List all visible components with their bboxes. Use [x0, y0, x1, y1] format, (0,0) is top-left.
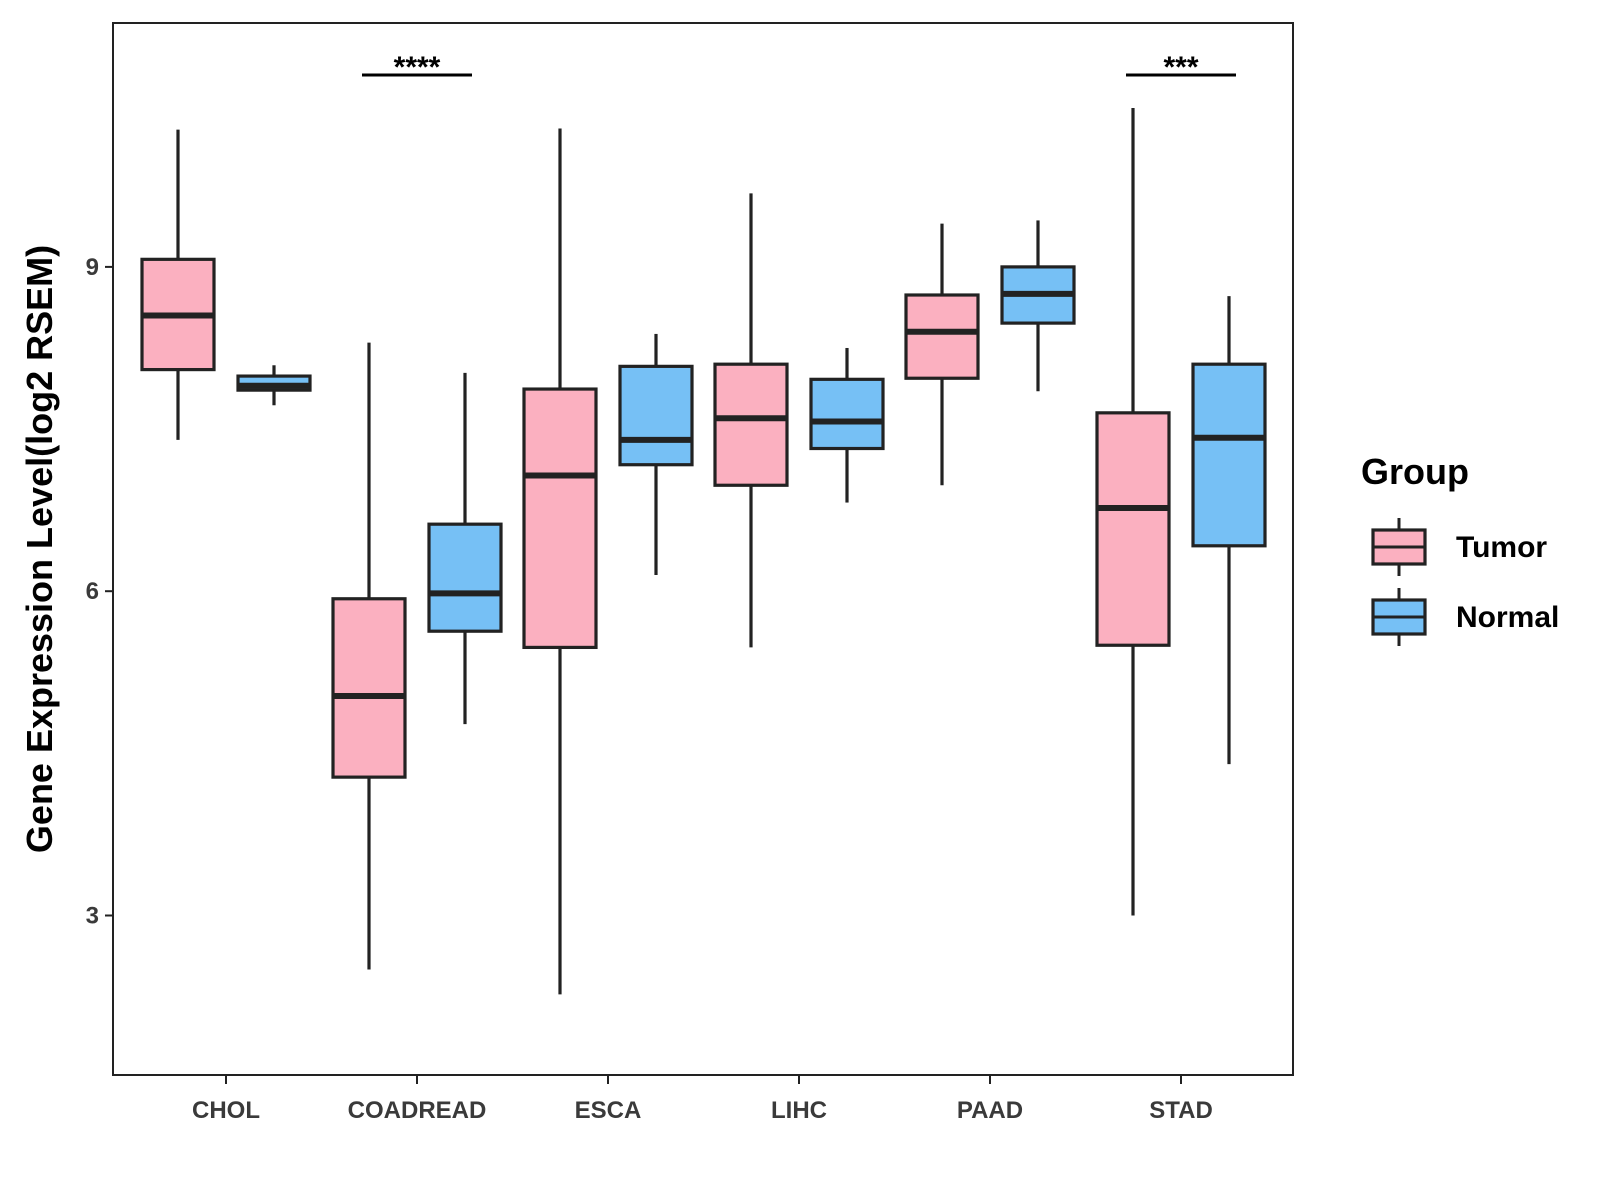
box-normal-paad — [1000, 220, 1076, 392]
box-body — [331, 597, 407, 779]
box-tumor-lihc — [713, 193, 789, 648]
box-body — [904, 293, 980, 380]
box-tumor-paad — [904, 223, 980, 486]
significance-stad: *** — [1126, 51, 1236, 84]
box-body — [713, 362, 789, 487]
box-tumor-esca — [522, 128, 598, 995]
x-tick-label-chol: CHOL — [192, 1097, 260, 1124]
x-tick-label-stad: STAD — [1149, 1097, 1213, 1124]
box-body — [522, 387, 598, 650]
legend-item-normal: Normal — [1371, 588, 1559, 646]
box-body — [809, 377, 885, 451]
box-normal-stad — [1191, 296, 1267, 765]
x-tick-label-lihc: LIHC — [771, 1097, 827, 1124]
y-tick-label: 3 — [86, 903, 99, 930]
legend-items: Tumor Normal — [1371, 518, 1559, 646]
legend-label: Normal — [1456, 601, 1559, 634]
x-tick-label-esca: ESCA — [575, 1097, 642, 1124]
box-body — [1191, 362, 1267, 548]
significance-layer: **** *** — [362, 51, 1236, 84]
y-axis-title: Gene Expression Level(log2 RSEM) — [19, 245, 60, 853]
legend-title: Group — [1361, 451, 1469, 492]
legend-label: Tumor — [1456, 531, 1547, 564]
box-body — [1095, 411, 1171, 647]
y-tick-label: 6 — [86, 578, 99, 605]
box-normal-coadread — [427, 372, 503, 725]
box-tumor-coadread — [331, 342, 407, 970]
significance-coadread: **** — [362, 51, 472, 84]
box-tumor-stad — [1095, 107, 1171, 916]
y-axis: 3 6 9 — [86, 23, 114, 1075]
y-tick-label: 9 — [86, 254, 99, 281]
box-normal-lihc — [809, 347, 885, 503]
box-body — [618, 364, 694, 467]
x-tick-label-coadread: COADREAD — [348, 1097, 487, 1124]
x-axis: CHOL COADREAD ESCA LIHC PAAD STAD — [192, 1075, 1213, 1124]
box-body — [427, 522, 503, 633]
x-tick-label-paad: PAAD — [957, 1097, 1023, 1124]
significance-label: **** — [394, 51, 441, 84]
box-normal-chol — [236, 365, 312, 406]
box-tumor-chol — [140, 129, 216, 440]
legend-item-tumor: Tumor — [1371, 518, 1547, 576]
box-normal-esca — [618, 333, 694, 575]
significance-label: *** — [1163, 51, 1198, 84]
boxes-layer — [140, 107, 1267, 995]
legend: Group Tumor Normal — [1361, 451, 1559, 646]
